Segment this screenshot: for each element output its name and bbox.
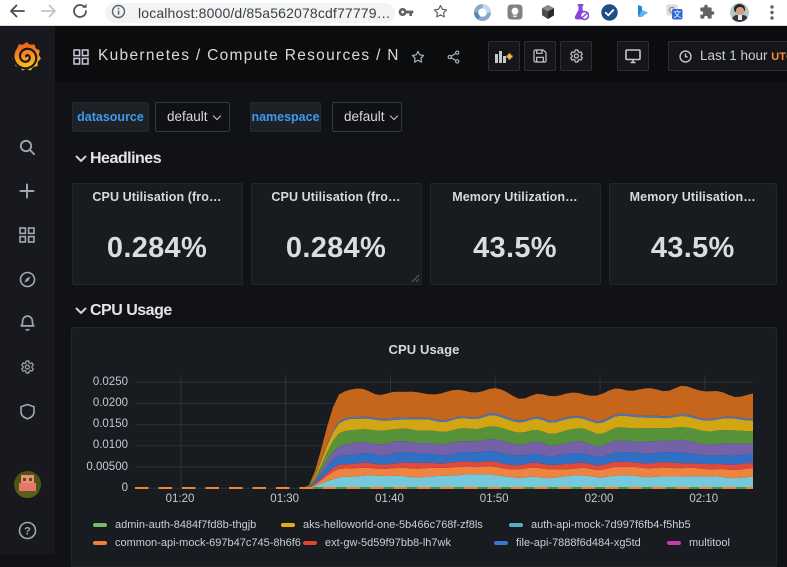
svg-text:?: ?: [24, 525, 31, 537]
svg-text:文: 文: [673, 9, 681, 19]
svg-text:G: G: [669, 6, 675, 15]
